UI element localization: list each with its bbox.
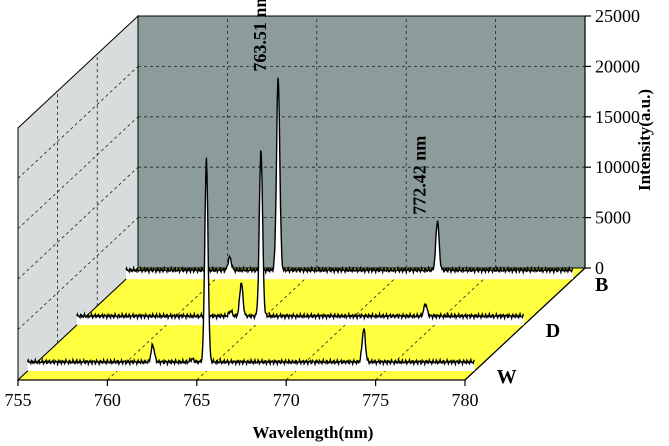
x-axis-title: Wavelength(nm)	[253, 423, 374, 442]
series-line-B	[125, 77, 574, 276]
z-tick-label: 15000	[595, 107, 640, 127]
z-tick-label: 10000	[595, 157, 640, 177]
z-tick-label: 5000	[595, 208, 631, 228]
x-tick-label: 770	[273, 390, 300, 410]
x-tick-label: 765	[183, 390, 210, 410]
series-line-D	[76, 150, 525, 321]
chart-walls	[17, 14, 586, 382]
x-tick-label: 780	[452, 390, 479, 410]
x-tick-label: 760	[94, 390, 121, 410]
series-label-W: W	[497, 366, 517, 388]
z-axis-ticks: 0 5000 10000 15000 20000 25000	[585, 6, 640, 278]
peak-annotation: 772.42 nm	[409, 136, 429, 215]
chart-frame	[18, 16, 586, 381]
z-axis-title: Intensity(a.u.)	[635, 89, 654, 191]
z-tick-label: 20000	[595, 56, 640, 76]
z-tick-label: 25000	[595, 6, 640, 26]
series-label-D: D	[546, 320, 560, 342]
depth-axis-line	[464, 267, 586, 381]
peak-annotation: 763.51 nm	[250, 0, 270, 72]
chart-labels: B D W 763.51 nm 772.42 nm	[250, 0, 608, 388]
x-axis-ticks: 755 760 765 770 775 780	[5, 380, 479, 410]
series-label-B: B	[595, 274, 608, 296]
x-tick-label: 775	[362, 390, 389, 410]
chart-grid	[17, 16, 585, 344]
x-tick-label: 755	[5, 390, 32, 410]
z-tick-label: 0	[595, 258, 604, 278]
series-line-W	[26, 157, 475, 367]
spectra-lines	[26, 77, 574, 371]
